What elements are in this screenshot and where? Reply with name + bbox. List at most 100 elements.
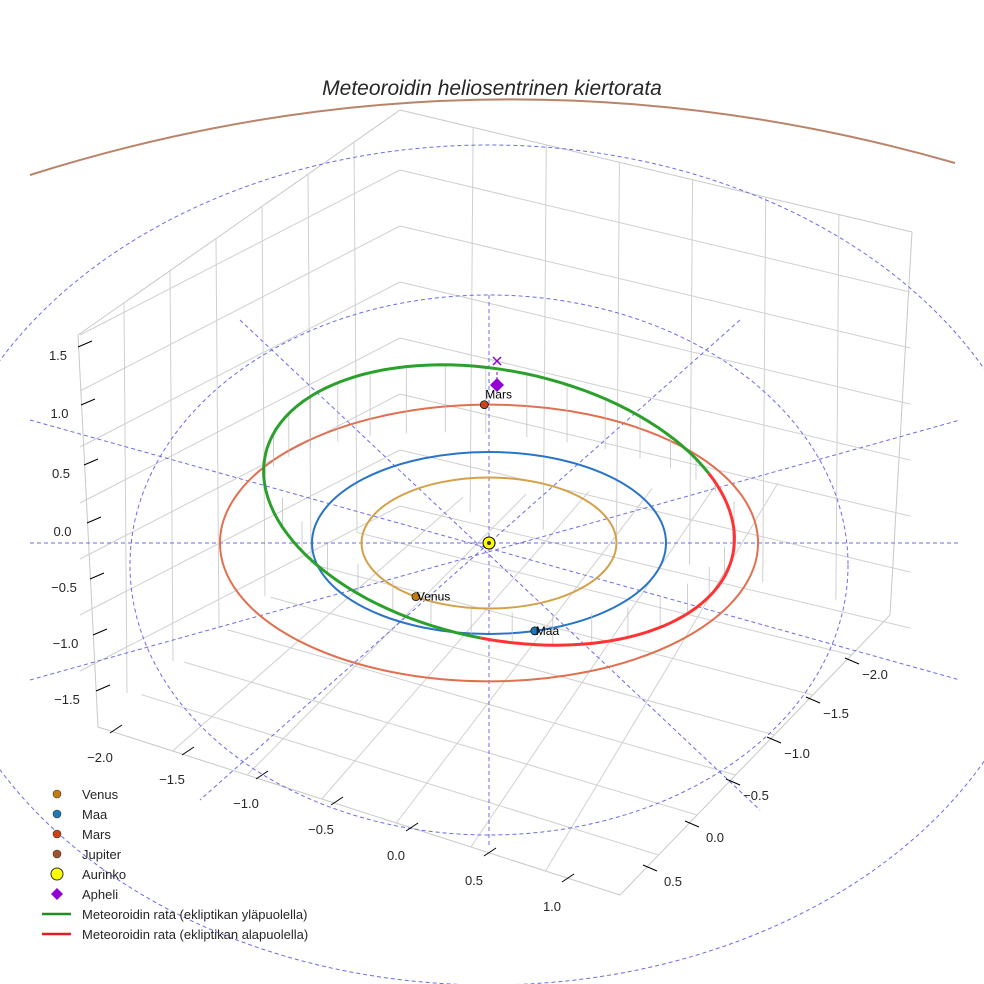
y-tick-label: −0.5 bbox=[743, 788, 769, 803]
orbit-maa bbox=[311, 451, 667, 635]
y-tick-label: 0.0 bbox=[706, 830, 724, 845]
planet-marker-maa bbox=[530, 626, 540, 636]
grid-line bbox=[79, 337, 401, 504]
grid-line bbox=[123, 302, 128, 693]
grid-line bbox=[140, 694, 659, 856]
grid-line bbox=[353, 142, 358, 533]
x-tick-label: −1.5 bbox=[159, 772, 185, 787]
x-tick bbox=[255, 770, 269, 780]
y-tick bbox=[766, 736, 782, 744]
y-tick-label: −2.0 bbox=[862, 667, 888, 682]
legend-label: Apheli bbox=[82, 887, 118, 902]
x-tick-label: 1.0 bbox=[543, 899, 561, 914]
spoke-line bbox=[199, 319, 741, 801]
legend-label: Meteoroidin rata (ekliptikan yläpuolella… bbox=[82, 907, 307, 922]
grid-line bbox=[261, 206, 266, 597]
pane-edge bbox=[399, 109, 913, 233]
legend-label: Jupiter bbox=[82, 847, 122, 862]
pane-edge bbox=[889, 231, 913, 616]
y-tick-label: −1.0 bbox=[784, 746, 810, 761]
aphelion-marker bbox=[490, 378, 504, 392]
z-tick-label: −1.0 bbox=[53, 636, 79, 651]
aphelion-projection-x-icon bbox=[492, 356, 502, 366]
reference-ring bbox=[129, 294, 849, 836]
z-tick-label: 0.5 bbox=[52, 466, 70, 481]
planet-label: Maa bbox=[536, 624, 560, 638]
markers: Venus Maa Mars bbox=[411, 356, 560, 638]
planet-marker-mars bbox=[479, 400, 489, 410]
reference-ring bbox=[0, 144, 984, 984]
y-tick-label: −1.5 bbox=[823, 706, 849, 721]
z-tick-label: −0.5 bbox=[51, 580, 77, 595]
z-tick-label: 1.5 bbox=[49, 348, 67, 363]
legend-label: Meteoroidin rata (ekliptikan alapuolella… bbox=[82, 927, 308, 942]
z-tick bbox=[80, 398, 96, 406]
grid-line bbox=[79, 505, 401, 672]
x-tick bbox=[561, 873, 575, 883]
grid-line bbox=[227, 629, 736, 776]
x-tick bbox=[181, 746, 195, 756]
x-tick-label: −0.5 bbox=[308, 822, 334, 837]
z-tick bbox=[77, 340, 93, 348]
grid-line bbox=[307, 174, 312, 565]
z-tick-label: 0.0 bbox=[53, 524, 71, 539]
grid-line bbox=[544, 482, 779, 872]
grid-line bbox=[399, 225, 911, 349]
planet-orbits bbox=[29, 98, 956, 683]
z-tick bbox=[86, 516, 102, 524]
z-tick-label: 1.0 bbox=[50, 406, 68, 421]
y-tick bbox=[684, 820, 700, 828]
y-tick-label: 0.5 bbox=[664, 874, 682, 889]
x-tick-label: 0.0 bbox=[387, 848, 405, 863]
grid-line bbox=[246, 493, 527, 776]
y-tick bbox=[725, 778, 741, 786]
legend-marker bbox=[50, 867, 64, 881]
grid-line bbox=[215, 238, 220, 629]
z-tick bbox=[89, 572, 105, 580]
grid-line bbox=[79, 169, 401, 336]
grid-line bbox=[399, 281, 911, 405]
grid-line bbox=[689, 179, 694, 565]
y-tick bbox=[805, 696, 821, 704]
z-tick bbox=[83, 458, 99, 466]
grid-line bbox=[399, 505, 911, 629]
grid-line bbox=[169, 270, 174, 661]
grid-line bbox=[270, 596, 775, 736]
grid-line bbox=[399, 393, 911, 517]
legend-marker bbox=[52, 829, 62, 839]
x-tick bbox=[405, 822, 419, 832]
grid-line bbox=[399, 169, 911, 293]
grid-line bbox=[313, 564, 813, 696]
grid-line bbox=[762, 197, 767, 583]
legend: Venus Maa Mars Jupiter Aurinko Apheli Meteoroi… bbox=[42, 787, 308, 942]
grid-line bbox=[615, 162, 620, 548]
grid-line bbox=[356, 531, 852, 656]
x-tick-label: −1.0 bbox=[233, 796, 259, 811]
orbit-jupiter bbox=[29, 98, 956, 176]
legend-marker bbox=[52, 809, 62, 819]
legend-marker bbox=[52, 789, 62, 799]
planet-label: Venus bbox=[417, 590, 450, 604]
z-tick bbox=[92, 628, 108, 636]
z-tick-label: −1.5 bbox=[54, 692, 80, 707]
grid-line bbox=[172, 496, 464, 752]
axes-panes bbox=[77, 109, 913, 896]
sun-center bbox=[487, 541, 491, 545]
grid-line bbox=[79, 225, 401, 392]
legend-label: Mars bbox=[82, 827, 111, 842]
x-tick-label: 0.5 bbox=[465, 873, 483, 888]
legend-label: Maa bbox=[82, 807, 108, 822]
legend-label: Aurinko bbox=[82, 867, 126, 882]
spoke-line bbox=[239, 319, 761, 811]
z-tick bbox=[95, 684, 111, 692]
grid-line bbox=[470, 485, 716, 848]
grid-line bbox=[79, 281, 401, 448]
y-tick bbox=[642, 864, 658, 872]
x-tick-label: −2.0 bbox=[87, 750, 113, 765]
legend-label: Venus bbox=[82, 787, 119, 802]
grid-line bbox=[399, 337, 911, 461]
pane-edge bbox=[77, 334, 99, 728]
grid-line bbox=[184, 661, 698, 816]
